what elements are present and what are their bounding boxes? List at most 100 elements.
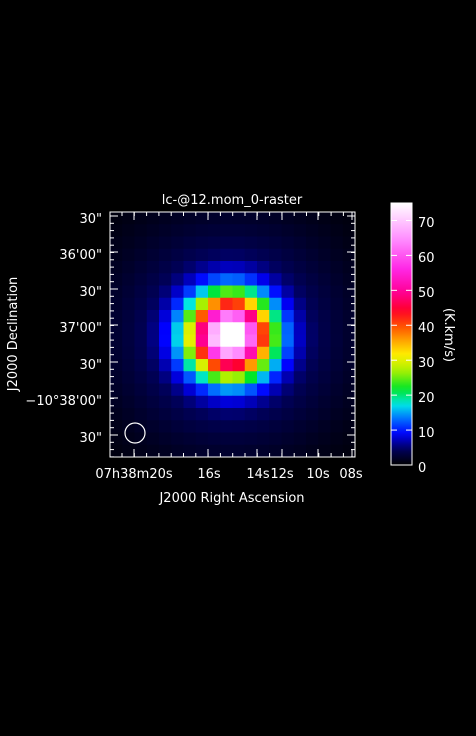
heatmap-cell [244, 261, 258, 274]
heatmap-cell [134, 273, 148, 286]
heatmap-cell [269, 261, 282, 274]
heatmap-cell [183, 432, 197, 446]
heatmap-cell [146, 432, 160, 446]
x-tick-label: 07h38m20s [95, 467, 173, 482]
heatmap-cell [171, 261, 184, 274]
heatmap-cell [134, 236, 148, 250]
heatmap-cell [122, 444, 135, 458]
heatmap-cell [110, 273, 123, 286]
heatmap-cell [318, 224, 331, 237]
heatmap-cell [146, 371, 160, 384]
heatmap-cell [257, 248, 270, 262]
heatmap-cell [159, 322, 172, 335]
heatmap-cell [220, 212, 233, 225]
heatmap-cell [306, 359, 319, 372]
heatmap-cell [293, 273, 307, 286]
heatmap-cell [306, 322, 319, 335]
heatmap-cell [208, 408, 221, 421]
colorbar-tick-label: 70 [418, 216, 435, 231]
heatmap-cell [269, 334, 282, 348]
heatmap-cell [281, 444, 295, 458]
heatmap-cell [208, 359, 221, 372]
heatmap-cell [122, 359, 135, 372]
heatmap-cell [195, 408, 209, 421]
y-tick-label: −10°38'00" [25, 394, 102, 409]
heatmap-cell [159, 432, 172, 446]
heatmap-cell [318, 310, 331, 323]
heatmap-cell [330, 371, 344, 384]
heatmap-cell [159, 310, 172, 323]
heatmap-cell [171, 297, 184, 311]
heatmap-cell [306, 395, 319, 409]
heatmap-cell [122, 408, 135, 421]
heatmap-cell [330, 444, 344, 458]
heatmap-cell [232, 346, 246, 360]
heatmap-cell [257, 432, 270, 446]
heatmap-cell [330, 261, 344, 274]
heatmap-cell [208, 285, 221, 299]
heatmap-cell [134, 346, 148, 360]
heatmap-cell [122, 212, 135, 225]
heatmap-cell [232, 395, 246, 409]
heatmap-cell [281, 371, 295, 384]
heatmap-cell [306, 297, 319, 311]
heatmap-cell [293, 248, 307, 262]
heatmap-cell [244, 273, 258, 286]
heatmap-cell [293, 224, 307, 237]
heatmap-cell [244, 359, 258, 372]
heatmap-cell [220, 297, 233, 311]
heatmap-cell [293, 261, 307, 274]
heatmap-cell [171, 395, 184, 409]
x-tick-label: 14s [246, 467, 270, 482]
heatmap-cell [318, 420, 331, 433]
heatmap-cell [318, 322, 331, 335]
heatmap-cell [342, 408, 356, 421]
heatmap-cell [122, 261, 135, 274]
y-tick-label: 30" [79, 358, 102, 373]
heatmap-cell [318, 236, 331, 250]
heatmap-cell [318, 212, 331, 225]
heatmap-cell [293, 432, 307, 446]
heatmap-cell [342, 212, 356, 225]
heatmap-cell [232, 224, 246, 237]
heatmap-cell [183, 371, 197, 384]
heatmap-cell [232, 383, 246, 397]
heatmap-cell [134, 444, 148, 458]
heatmap-cell [257, 273, 270, 286]
heatmap-cell [110, 371, 123, 384]
heatmap-cell [183, 395, 197, 409]
heatmap-cell [208, 432, 221, 446]
heatmap-cell [257, 285, 270, 299]
heatmap-cell [293, 322, 307, 335]
heatmap-cell [171, 432, 184, 446]
heatmap-cell [232, 444, 246, 458]
heatmap-cell [244, 285, 258, 299]
heatmap-cell [244, 395, 258, 409]
heatmap-cell [342, 297, 356, 311]
x-tick-label: 08s [339, 467, 363, 482]
heatmap-cell [342, 236, 356, 250]
heatmap-cell [195, 236, 209, 250]
heatmap-cell [269, 224, 282, 237]
heatmap-cell [293, 297, 307, 311]
heatmap-cell [122, 383, 135, 397]
heatmap-cell [183, 273, 197, 286]
heatmap-cell [269, 432, 282, 446]
heatmap-cell [232, 310, 246, 323]
heatmap-cell [183, 285, 197, 299]
heatmap-cell [269, 395, 282, 409]
colorbar-tick-label: 0 [418, 461, 426, 476]
heatmap-cell [232, 248, 246, 262]
heatmap-cell [220, 285, 233, 299]
heatmap-cell [171, 273, 184, 286]
heatmap-cell [244, 248, 258, 262]
heatmap-cell [342, 261, 356, 274]
colorbar-tick-labels: 0 10 20 30 40 50 60 70 [418, 216, 435, 476]
colorbar-tick-label: 10 [418, 426, 435, 441]
heatmap-cell [293, 408, 307, 421]
heatmap-cell [134, 322, 148, 335]
heatmap-cell [208, 346, 221, 360]
heatmap-cell [220, 432, 233, 446]
heatmap-cell [134, 395, 148, 409]
heatmap-cell [208, 224, 221, 237]
